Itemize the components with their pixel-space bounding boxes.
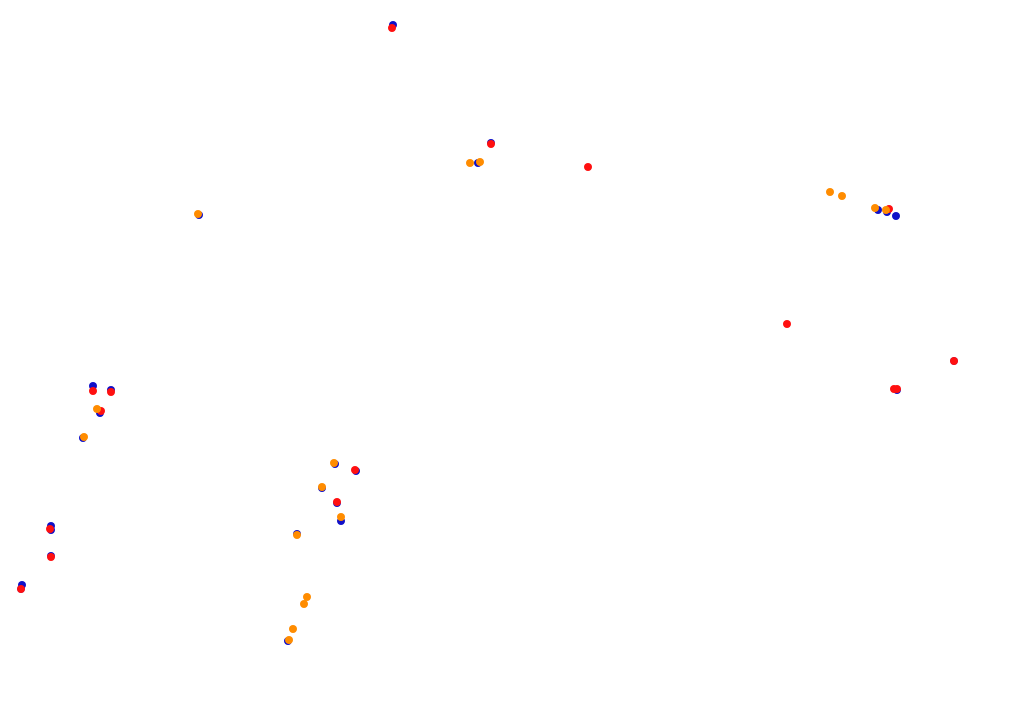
data-point-orange-16: [285, 636, 293, 644]
data-point-orange-5: [871, 204, 879, 212]
data-point-red-7: [893, 385, 901, 393]
data-point-orange-10: [318, 483, 326, 491]
data-point-orange-0: [466, 159, 474, 167]
data-point-orange-12: [293, 531, 301, 539]
data-point-red-11: [46, 525, 54, 533]
data-point-orange-2: [194, 210, 202, 218]
data-point-orange-9: [330, 459, 338, 467]
data-point-orange-1: [476, 158, 484, 166]
data-point-orange-15: [289, 625, 297, 633]
data-point-red-14: [333, 498, 341, 506]
data-point-red-8: [89, 387, 97, 395]
points-layer: [17, 21, 958, 645]
data-point-red-1: [487, 140, 495, 148]
data-point-orange-8: [80, 433, 88, 441]
data-point-red-15: [351, 466, 359, 474]
data-point-orange-7: [93, 405, 101, 413]
data-point-orange-11: [337, 513, 345, 521]
data-point-orange-3: [826, 188, 834, 196]
data-point-orange-6: [882, 206, 890, 214]
data-point-orange-4: [838, 192, 846, 200]
data-point-red-2: [584, 163, 592, 171]
data-point-red-0: [388, 24, 396, 32]
data-point-red-12: [47, 553, 55, 561]
data-point-orange-14: [300, 600, 308, 608]
data-point-red-13: [17, 585, 25, 593]
data-point-orange-13: [303, 593, 311, 601]
data-point-blue-6: [892, 212, 900, 220]
data-point-red-3: [783, 320, 791, 328]
data-point-red-5: [950, 357, 958, 365]
data-point-red-9: [107, 388, 115, 396]
